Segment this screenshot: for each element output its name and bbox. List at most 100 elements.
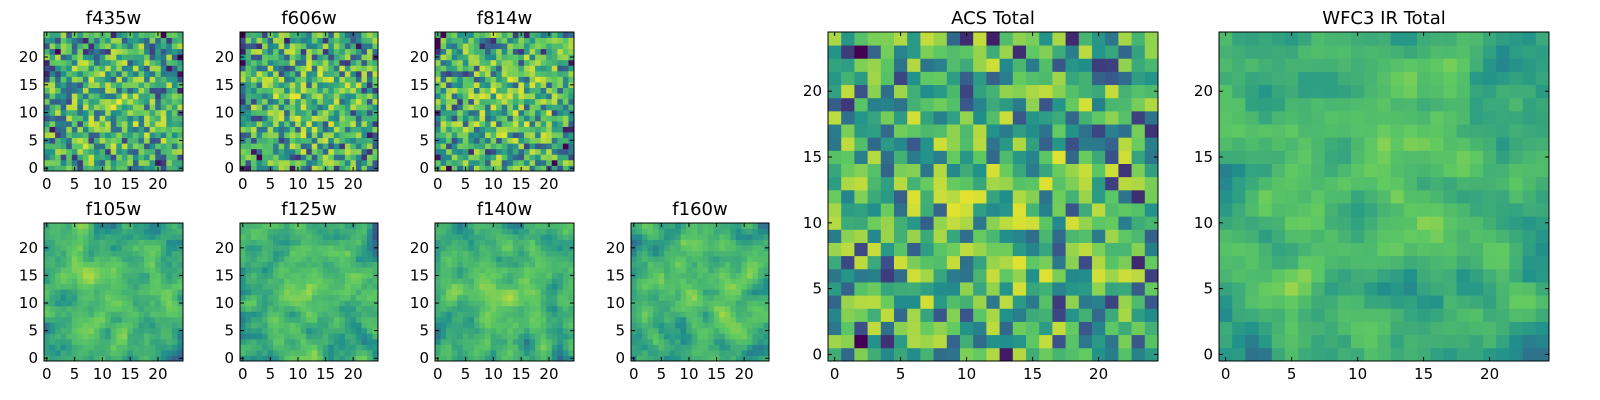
heatmap-cell — [322, 256, 329, 263]
heatmap-cell — [562, 148, 569, 155]
heatmap-cell — [1065, 268, 1080, 283]
heatmap-cell — [664, 256, 671, 263]
heatmap-cell — [77, 300, 84, 307]
heatmap-cell — [60, 272, 67, 279]
heatmap-cell — [127, 349, 134, 356]
heatmap-cell — [730, 228, 737, 235]
heatmap-cell — [468, 234, 475, 240]
heatmap-cell — [719, 234, 726, 240]
heatmap-cell — [60, 322, 67, 329]
heatmap-cell — [680, 289, 687, 296]
heatmap-cell — [160, 239, 167, 246]
heatmap-cell — [653, 223, 659, 229]
heatmap-cell — [132, 305, 139, 312]
heatmap-cell — [999, 229, 1014, 243]
heatmap-cell — [284, 349, 291, 356]
heatmap-cell — [149, 250, 156, 257]
heatmap-cell — [317, 272, 324, 279]
heatmap-cell — [473, 311, 480, 318]
heatmap-cell — [44, 344, 50, 351]
heatmap-cell — [746, 272, 753, 279]
heatmap-cell — [664, 289, 671, 296]
heatmap-cell — [132, 338, 139, 345]
heatmap-cell — [686, 245, 693, 251]
heatmap-cell — [562, 43, 569, 50]
heatmap-cell — [669, 256, 676, 263]
heatmap-cell — [479, 272, 486, 279]
heatmap-cell — [94, 327, 100, 334]
heatmap-cell — [507, 115, 514, 122]
heatmap-cell — [507, 87, 514, 94]
heatmap-cell — [116, 223, 123, 229]
heatmap-cell — [501, 82, 508, 88]
heatmap-cell — [529, 245, 536, 251]
heatmap-cell — [322, 143, 329, 150]
heatmap-cell — [462, 109, 469, 116]
heatmap-cell — [730, 355, 737, 362]
heatmap-cell — [540, 32, 547, 38]
heatmap-cell — [529, 132, 536, 139]
heatmap-cell — [366, 311, 373, 318]
heatmap-cell — [256, 322, 263, 329]
heatmap-cell — [306, 98, 313, 105]
heatmap-cell — [457, 283, 464, 290]
heatmap-cell — [568, 338, 575, 345]
heatmap-cell — [675, 278, 682, 285]
heatmap-cell — [132, 132, 139, 139]
heatmap-cell — [1012, 255, 1027, 270]
heatmap-cell — [642, 305, 648, 312]
heatmap-cell — [457, 305, 464, 312]
heatmap-cell — [355, 120, 362, 127]
heatmap-cell — [697, 338, 704, 345]
heatmap-cell — [557, 344, 564, 351]
heatmap-cell — [295, 294, 302, 301]
heatmap-cell — [691, 250, 698, 257]
heatmap-cell — [724, 316, 731, 323]
heatmap-cell — [523, 165, 530, 172]
heatmap-cell — [262, 256, 268, 263]
heatmap-cell — [746, 333, 753, 340]
heatmap-cell — [149, 234, 156, 240]
heatmap-cell — [501, 93, 508, 100]
heatmap-cell — [1078, 255, 1093, 270]
heatmap-cell — [155, 76, 162, 83]
heatmap-cell — [344, 322, 351, 329]
heatmap-cell — [529, 93, 536, 100]
heatmap-cell — [66, 54, 73, 61]
heatmap-cell — [278, 154, 285, 161]
heatmap-cell — [355, 333, 362, 340]
heatmap-cell — [273, 344, 280, 351]
heatmap-cells — [44, 32, 184, 172]
heatmap-cell — [451, 300, 458, 307]
heatmap-cell — [262, 54, 268, 61]
heatmap-cell — [284, 344, 291, 351]
heatmap-cell — [166, 104, 173, 111]
heatmap-cell — [451, 43, 458, 50]
heatmap-cell — [88, 245, 95, 251]
heatmap-cell — [446, 70, 453, 77]
heatmap-cell — [317, 159, 324, 166]
heatmap-cell — [680, 327, 687, 334]
heatmap-cell — [171, 239, 178, 246]
heatmap-cell — [518, 338, 525, 345]
heatmap-cell — [289, 305, 296, 312]
heatmap-cell — [144, 126, 151, 133]
heatmap-cell — [60, 76, 67, 83]
heatmap-cell — [149, 126, 156, 133]
heatmap-cell — [49, 234, 56, 240]
heatmap-cell — [551, 311, 558, 318]
heatmap-cell — [99, 82, 106, 88]
heatmap-cell — [907, 229, 921, 243]
heatmap-cell — [1078, 334, 1093, 349]
heatmap-cell — [501, 109, 508, 116]
heatmap-cell — [322, 82, 329, 88]
heatmap-cell — [94, 245, 100, 251]
heatmap-cell — [300, 234, 307, 240]
heatmap-cell — [278, 300, 285, 307]
heatmap-cell — [295, 283, 302, 290]
heatmap-cell — [894, 295, 908, 309]
heatmap-cell — [295, 256, 302, 263]
heatmap-cell — [94, 120, 100, 127]
heatmap-cell — [457, 256, 464, 263]
